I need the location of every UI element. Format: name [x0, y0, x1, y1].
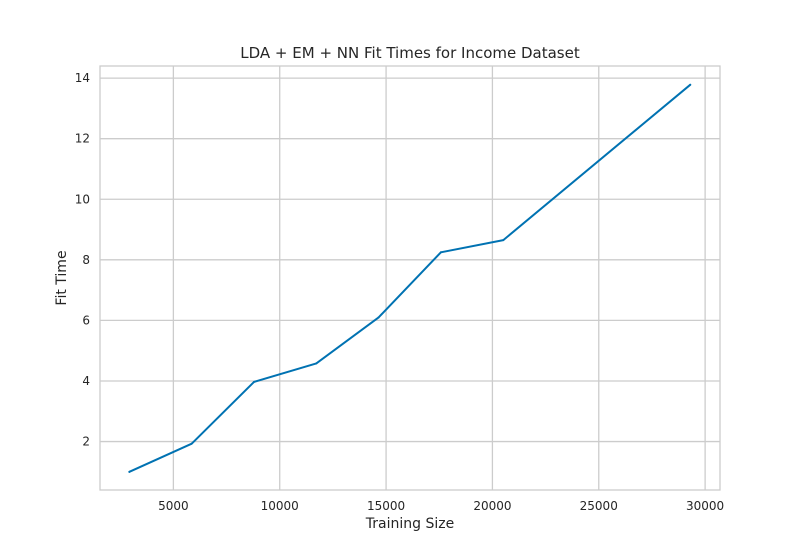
data-point — [128, 470, 131, 473]
data-point — [252, 380, 255, 383]
x-tick-label: 25000 — [580, 499, 618, 513]
data-point — [439, 251, 442, 254]
tick-labels: 5000 10000 15000 20000 25000 30000 2 4 6 8 10 12 14 — [75, 71, 724, 513]
y-tick-label: 10 — [75, 192, 90, 206]
data-point — [315, 362, 318, 365]
y-axis-label: Fit Time — [54, 250, 70, 305]
x-tick-label: 10000 — [261, 499, 299, 513]
y-tick-label: 12 — [75, 132, 90, 146]
y-tick-label: 14 — [75, 71, 90, 85]
y-tick-label: 2 — [82, 435, 90, 449]
plot-area-frame — [99, 65, 721, 491]
fit-time-line — [128, 83, 692, 473]
grid — [100, 66, 720, 490]
y-tick-label: 6 — [82, 313, 90, 327]
y-tick-label: 8 — [82, 253, 90, 267]
data-point — [190, 442, 193, 445]
chart-title: LDA + EM + NN Fit Times for Income Datas… — [240, 44, 580, 62]
data-point — [377, 316, 380, 319]
data-point — [689, 83, 692, 86]
y-tick-label: 4 — [82, 374, 90, 388]
data-point — [502, 239, 505, 242]
x-tick-label: 30000 — [686, 499, 724, 513]
x-axis-label: Training Size — [365, 516, 454, 532]
x-tick-label: 20000 — [473, 499, 511, 513]
x-tick-label: 15000 — [367, 499, 405, 513]
x-tick-label: 5000 — [158, 499, 189, 513]
series — [128, 83, 692, 473]
